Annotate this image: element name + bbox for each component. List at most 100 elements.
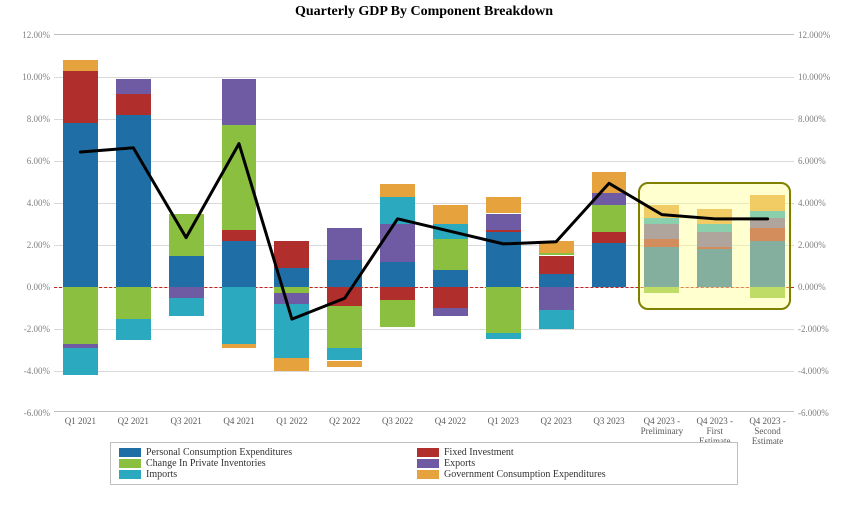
bar-group bbox=[592, 35, 627, 411]
bar-segment-pce bbox=[327, 260, 362, 287]
bar-segment-pce bbox=[380, 262, 415, 287]
bar-segment-exports bbox=[380, 224, 415, 262]
bar-segment-invent bbox=[116, 287, 151, 319]
x-axis-label: Q3 2022 bbox=[368, 417, 427, 427]
highlight-box bbox=[638, 182, 791, 310]
x-axis-label: Q2 2023 bbox=[527, 417, 586, 427]
bar-segment-gov bbox=[433, 205, 468, 224]
bar-segment-pce bbox=[433, 270, 468, 287]
bar-segment-invent bbox=[592, 205, 627, 232]
bar-segment-imports bbox=[380, 197, 415, 224]
x-axis-label: Q1 2022 bbox=[262, 417, 321, 427]
bar-segment-exports bbox=[592, 193, 627, 206]
bar-segment-fixed bbox=[63, 71, 98, 124]
bar-segment-gov bbox=[592, 172, 627, 193]
y-axis-label-right: -4.000% bbox=[798, 366, 846, 376]
bar-segment-gov bbox=[222, 344, 257, 348]
bar-segment-gov bbox=[274, 358, 309, 371]
bar-segment-imports bbox=[222, 287, 257, 344]
legend-label: Personal Consumption Expenditures bbox=[146, 447, 292, 458]
legend-item-gov: Government Consumption Expenditures bbox=[417, 469, 577, 480]
y-axis-label-left: 12.00% bbox=[2, 30, 50, 40]
bar-segment-gov bbox=[63, 60, 98, 71]
bar-segment-invent bbox=[486, 287, 521, 333]
bar-group bbox=[274, 35, 309, 411]
bar-segment-pce bbox=[274, 268, 309, 287]
y-axis-label-left: -2.00% bbox=[2, 324, 50, 334]
bar-segment-fixed bbox=[116, 94, 151, 115]
bar-segment-fixed bbox=[592, 232, 627, 243]
bar-segment-exports bbox=[222, 79, 257, 125]
y-axis-label-right: 8.000% bbox=[798, 114, 846, 124]
x-axis-label: Q3 2023 bbox=[580, 417, 639, 427]
x-axis-label: Q2 2022 bbox=[315, 417, 374, 427]
legend-item-exports: Exports bbox=[417, 458, 577, 469]
bar-segment-exports bbox=[327, 228, 362, 260]
legend-swatch bbox=[119, 448, 141, 457]
bar-segment-invent bbox=[539, 253, 574, 255]
bar-segment-invent bbox=[380, 300, 415, 327]
legend-label: Government Consumption Expenditures bbox=[444, 469, 606, 480]
bar-segment-gov bbox=[380, 184, 415, 197]
y-axis-label-right: 0.000% bbox=[798, 282, 846, 292]
bar-segment-invent bbox=[327, 306, 362, 348]
x-axis-label: Q4 2021 bbox=[210, 417, 269, 427]
bar-segment-fixed bbox=[433, 287, 468, 308]
bar-segment-pce bbox=[222, 241, 257, 287]
bar-segment-imports bbox=[327, 348, 362, 361]
legend-item-invent: Change In Private Inventories bbox=[119, 458, 399, 469]
bar-segment-imports bbox=[116, 319, 151, 340]
chart-container: Quarterly GDP By Component Breakdown -6.… bbox=[0, 0, 848, 505]
bar-segment-fixed bbox=[380, 287, 415, 300]
bar-segment-exports bbox=[116, 79, 151, 94]
bar-group bbox=[327, 35, 362, 411]
legend-swatch bbox=[119, 470, 141, 479]
gridline bbox=[54, 329, 794, 330]
legend-swatch bbox=[417, 470, 439, 479]
bar-segment-exports bbox=[433, 308, 468, 316]
bar-segment-fixed bbox=[274, 241, 309, 268]
x-axis-label: Q4 2022 bbox=[421, 417, 480, 427]
plot-area: -6.00%-6.000%-4.00%-4.000%-2.00%-2.000%0… bbox=[54, 34, 794, 412]
bar-segment-fixed bbox=[539, 256, 574, 275]
bar-segment-invent bbox=[169, 214, 204, 256]
x-axis-label: Q4 2023 - Preliminary bbox=[632, 417, 691, 437]
chart-title: Quarterly GDP By Component Breakdown bbox=[0, 4, 848, 20]
x-axis-label: Q3 2021 bbox=[157, 417, 216, 427]
bar-segment-exports bbox=[274, 293, 309, 304]
gridline bbox=[54, 371, 794, 372]
y-axis-label-left: 8.00% bbox=[2, 114, 50, 124]
bar-group bbox=[539, 35, 574, 411]
y-axis-label-left: 10.00% bbox=[2, 72, 50, 82]
bar-segment-exports bbox=[169, 287, 204, 298]
x-axis-label: Q1 2021 bbox=[51, 417, 110, 427]
bar-segment-pce bbox=[539, 274, 574, 287]
y-axis-label-right: 2.000% bbox=[798, 240, 846, 250]
gridline bbox=[54, 161, 794, 162]
bar-group bbox=[486, 35, 521, 411]
bar-segment-fixed bbox=[222, 230, 257, 241]
bar-segment-imports bbox=[169, 298, 204, 317]
y-axis-label-right: 10.000% bbox=[798, 72, 846, 82]
bar-segment-gov bbox=[539, 241, 574, 254]
bar-segment-pce bbox=[592, 243, 627, 287]
bar-segment-imports bbox=[486, 333, 521, 339]
bar-group bbox=[116, 35, 151, 411]
x-axis-label: Q2 2021 bbox=[104, 417, 163, 427]
y-axis-label-left: -4.00% bbox=[2, 366, 50, 376]
legend-item-imports: Imports bbox=[119, 469, 399, 480]
legend-swatch bbox=[417, 448, 439, 457]
legend-label: Fixed Investment bbox=[444, 447, 514, 458]
legend-item-pce: Personal Consumption Expenditures bbox=[119, 447, 399, 458]
bar-group bbox=[433, 35, 468, 411]
bar-segment-invent bbox=[222, 125, 257, 230]
y-axis-label-right: 12.000% bbox=[798, 30, 846, 40]
y-axis-label-right: -6.000% bbox=[798, 408, 846, 418]
bar-segment-gov bbox=[486, 197, 521, 214]
bar-segment-pce bbox=[169, 256, 204, 288]
bar-segment-exports bbox=[486, 214, 521, 231]
y-axis-label-left: 0.00% bbox=[2, 282, 50, 292]
bar-segment-pce bbox=[116, 115, 151, 287]
legend-label: Change In Private Inventories bbox=[146, 458, 266, 469]
legend-label: Imports bbox=[146, 469, 177, 480]
